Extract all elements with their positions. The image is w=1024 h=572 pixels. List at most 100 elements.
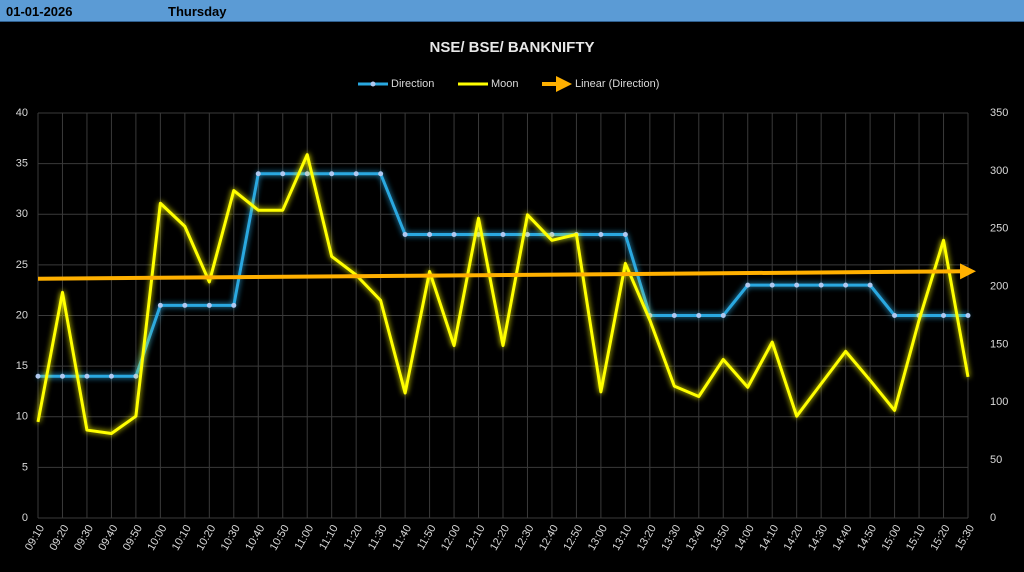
x-tick-label: 14:50	[855, 523, 879, 553]
point	[745, 282, 751, 288]
x-tick-label: 13:00	[586, 523, 610, 553]
x-tick-label: 12:00	[439, 523, 463, 553]
point	[35, 373, 41, 379]
point	[671, 313, 677, 318]
legend-label: Direction	[391, 78, 434, 90]
x-tick-label: 10:30	[219, 523, 243, 553]
point	[892, 313, 898, 318]
point	[794, 282, 800, 288]
point	[427, 232, 433, 237]
x-tick-label: 11:00	[293, 523, 317, 552]
y2-tick-label: 150	[990, 338, 1008, 350]
point	[280, 171, 286, 177]
y2-tick-label: 100	[990, 396, 1008, 408]
point	[965, 313, 971, 318]
x-tick-label: 09:50	[121, 523, 145, 553]
x-tick-label: 13:20	[635, 523, 659, 553]
point	[769, 282, 775, 288]
x-tick-label: 10:00	[145, 523, 169, 553]
point	[622, 232, 628, 237]
chart: NSE/ BSE/ BANKNIFTY 09:10 09:20 09:30 09:40…	[16, 39, 1009, 553]
point	[353, 171, 359, 177]
point	[941, 313, 947, 318]
y2-tick-label: 300	[990, 165, 1008, 177]
y-tick-label: 25	[16, 259, 28, 271]
point	[451, 232, 457, 237]
date: 01-01-2026	[6, 4, 73, 19]
x-tick-label: 14:30	[806, 523, 830, 553]
legend-label: Moon	[491, 78, 519, 90]
x-tick-label: 12:50	[561, 523, 585, 553]
day: Thursday	[168, 4, 227, 19]
x-tick-label: 13:10	[610, 523, 634, 553]
y2-tick-label: 350	[990, 107, 1008, 119]
x-tick-label: 15:10	[904, 523, 928, 553]
point	[843, 282, 849, 288]
x-tick-label: 11:10	[317, 523, 341, 552]
x-tick-label: 09:20	[47, 523, 71, 553]
y-tick-label: 15	[16, 360, 28, 372]
x-tick-label: 12:30	[512, 523, 536, 553]
point	[157, 302, 163, 308]
x-tick-label: 13:30	[659, 523, 683, 553]
y-tick-label: 30	[16, 208, 28, 220]
x-tick-label: 14:20	[782, 523, 806, 553]
x-tick-label: 11:30	[366, 523, 390, 552]
y-tick-label: 35	[16, 158, 28, 170]
x-tick-label: 09:30	[72, 523, 96, 553]
point	[867, 282, 873, 288]
point	[231, 302, 237, 308]
x-tick-label: 15:20	[928, 523, 952, 553]
point	[304, 171, 310, 177]
point	[476, 232, 482, 237]
point	[108, 373, 114, 379]
x-tick-label: 13:50	[708, 523, 732, 553]
point	[818, 282, 824, 288]
y-tick-label: 0	[22, 512, 28, 524]
point	[59, 373, 65, 379]
y-tick-label: 40	[16, 107, 28, 119]
point	[720, 313, 726, 318]
x-tick-label: 12:40	[537, 523, 561, 553]
point	[182, 302, 188, 308]
x-tick-label: 11:40	[390, 523, 414, 552]
x-tick-label: 14:10	[757, 523, 781, 553]
point	[696, 313, 702, 318]
chart-title: NSE/ BSE/ BANKNIFTY	[429, 39, 594, 56]
point	[84, 373, 90, 379]
x-tick-label: 10:20	[194, 523, 218, 553]
legend-label: Linear (Direction)	[575, 78, 659, 90]
x-tick-label: 10:50	[268, 523, 292, 553]
series-line	[36, 153, 970, 436]
x-tick-label: 14:40	[831, 523, 855, 553]
point	[329, 171, 335, 177]
point	[500, 232, 506, 237]
x-tick-label: 09:40	[96, 523, 120, 553]
point	[402, 232, 408, 237]
y2-tick-label: 50	[990, 454, 1002, 466]
y-tick-label: 10	[16, 411, 28, 423]
x-tick-label: 11:20	[342, 523, 366, 552]
x-tick-label: 09:10	[23, 523, 47, 553]
point	[255, 171, 261, 177]
trendline	[37, 263, 976, 281]
point	[378, 171, 384, 177]
y2-tick-label: 0	[990, 512, 996, 524]
point	[598, 232, 604, 237]
x-tick-label: 10:40	[243, 523, 267, 553]
y2-tick-label: 200	[990, 280, 1008, 292]
x-tick-label: 11:50	[415, 523, 439, 552]
point	[524, 232, 530, 237]
point	[133, 373, 139, 379]
y-tick-label: 5	[22, 461, 28, 473]
x-tick-label: 12:20	[488, 523, 512, 553]
x-tick-label: 12:10	[463, 523, 487, 553]
point	[549, 232, 555, 237]
point	[206, 302, 212, 308]
x-tick-label: 10:10	[170, 523, 194, 553]
x-tick-label: 15:00	[880, 523, 904, 553]
header-bar: 01-01-2026 Thursday	[0, 0, 1024, 22]
y-tick-label: 20	[16, 309, 28, 321]
x-tick-label: 15:30	[953, 523, 977, 553]
